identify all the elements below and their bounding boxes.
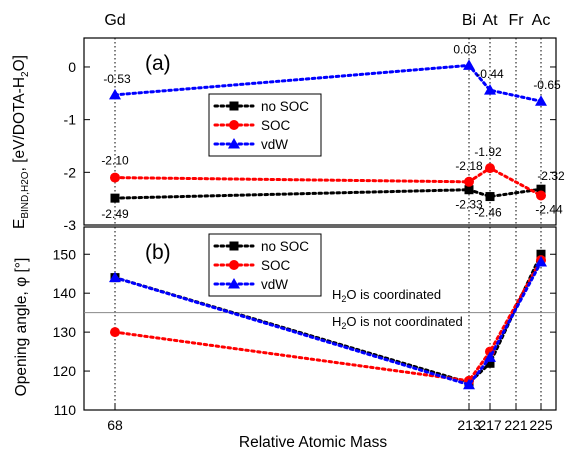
panel-b-data-point <box>110 327 120 338</box>
panel-a-data-label: -2.44 <box>535 203 563 217</box>
panel-a-data-label: -0.44 <box>476 67 504 81</box>
panel-a-series-no-soc: -2.49 -2.33-2.46 -2.32 <box>101 169 565 221</box>
panel-a-series-line <box>113 166 543 198</box>
panel-a-data-label: -2.18 <box>455 159 483 173</box>
x-tick-label: 217 <box>478 417 502 433</box>
panel-b-tag: (b) <box>145 241 171 264</box>
panel-b-data-point <box>535 256 547 267</box>
panel-a-tag: (a) <box>145 52 171 75</box>
panel-b-ytick-label: 140 <box>53 285 77 301</box>
panel-a-frame <box>83 37 557 226</box>
panel-b-series-vdw <box>109 256 547 390</box>
panel-a-ytick-label: -3 <box>64 217 77 233</box>
panel-a-legend-marker <box>228 138 240 149</box>
panel-b-ytick-label: 130 <box>53 324 77 340</box>
panel-a-data-point <box>485 192 495 202</box>
panel-a-data-point <box>464 176 474 187</box>
panel-b-data-point <box>484 351 496 362</box>
panel-a-data-label: -0.53 <box>103 72 131 86</box>
panel-b-series-line <box>113 258 543 383</box>
panel-a-data-point <box>535 95 547 106</box>
panel-a-data-label: -2.33 <box>455 198 483 212</box>
panel-a-series-vdw: -0.53 0.03 -0.44 -0.65 <box>103 42 561 106</box>
x-tick-label: 225 <box>529 417 553 433</box>
panel-a-data-point <box>463 59 475 70</box>
panel-b-data-point <box>463 378 475 390</box>
panel-b-legend-marker <box>229 260 239 270</box>
panel-a-data-label: -2.10 <box>101 154 129 168</box>
panel-a-data-point <box>484 84 496 95</box>
panel-b-series-line <box>113 252 543 385</box>
panel-a-data-label: -1.92 <box>474 145 502 159</box>
element-label-at: At <box>482 12 498 29</box>
element-labels: Gd Bi At Fr Ac <box>104 12 550 29</box>
element-label-bi: Bi <box>462 12 476 29</box>
panel-b-legend-entry: no SOC <box>261 239 309 254</box>
panel-a-data-label: -2.32 <box>537 169 565 183</box>
panel-a-legend-marker <box>229 120 239 130</box>
x-tick-label: 68 <box>107 417 123 433</box>
panel-b-legend-entry: SOC <box>261 258 291 273</box>
panel-b-ytick-label: 150 <box>53 246 77 262</box>
panel-a-legend: no SOC SOC vdW <box>208 93 322 157</box>
panel-a-ytick-label: -2 <box>64 164 77 180</box>
panel-a-data-point <box>485 163 495 174</box>
panel-a-data-label: -2.46 <box>474 206 502 220</box>
panel-b-legend-marker <box>228 278 240 289</box>
panel-b-data-point <box>536 249 546 259</box>
panel-a-legend-entry: vdW <box>261 137 288 152</box>
panel-a-series-line <box>113 63 543 103</box>
panel-a-legend-entry: SOC <box>261 118 291 133</box>
panel-b-data-point <box>485 358 495 368</box>
panel-a-data-point <box>110 193 120 203</box>
panel-a-data-point <box>110 172 120 183</box>
panel-a-ylabel: EBIND,H2O, [eV/DOTA-H2O] <box>11 55 31 229</box>
panel-a-data-point <box>536 184 546 194</box>
panel-a-series-line <box>113 187 543 200</box>
panel-a-legend-marker <box>229 101 239 111</box>
panel-b-series-line <box>113 260 543 387</box>
not-coordinated-note: H2O is not coordinated <box>332 314 463 331</box>
panel-b-series-soc <box>110 255 546 386</box>
element-label-gd: Gd <box>104 12 125 29</box>
panel-a-data-point <box>109 88 121 100</box>
panel-a-ytick-label: -1 <box>64 112 77 128</box>
panel-b-data-point <box>109 271 121 283</box>
panel-b-legend: no SOC SOC vdW <box>208 233 322 297</box>
x-tick-label: 221 <box>504 417 528 433</box>
panel-a-data-label: -2.49 <box>101 207 129 221</box>
panel-a-data-point <box>464 185 474 195</box>
panel-b-ytick-label: 120 <box>53 363 77 379</box>
panel-a-ytick-label: 0 <box>68 59 76 75</box>
panel-a-data-label: 0.03 <box>453 42 477 56</box>
x-axis-title: Relative Atomic Mass <box>239 434 387 451</box>
element-label-fr: Fr <box>508 12 524 29</box>
panel-b-frame <box>83 226 557 411</box>
panel-b-legend-entry: vdW <box>261 277 288 292</box>
panel-a-data-point <box>536 190 546 201</box>
element-label-ac: Ac <box>532 12 551 29</box>
panel-b-ytick-label: 110 <box>54 402 77 418</box>
panel-b-ylabel: Opening angle, φ [°] <box>13 258 30 397</box>
coordinated-note: H2O is coordinated <box>332 287 441 304</box>
panel-a-data-label: -0.65 <box>533 78 561 92</box>
x-tick-label: 213 <box>457 417 481 433</box>
panel-a: 0 -1 -2 -3 (a) -2.49 -2.33-2.46 -2.32 -2.10 -2.18… <box>64 37 565 233</box>
panel-a-series-soc: -2.10 -2.18-1.92 -2.44 <box>101 145 563 216</box>
panel-b-legend-marker <box>229 241 239 251</box>
panel-a-legend-entry: no SOC <box>261 99 309 114</box>
